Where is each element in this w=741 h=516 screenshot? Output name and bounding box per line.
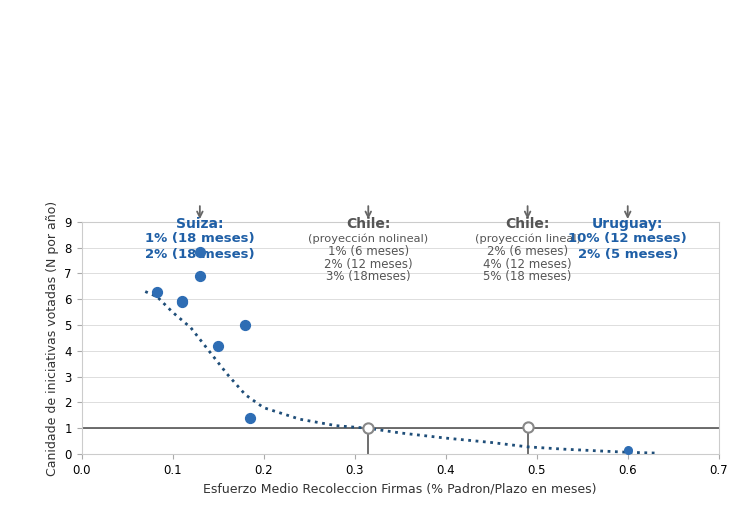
Text: 4% (12 meses): 4% (12 meses) (483, 257, 572, 271)
Point (176, 298, 187, 306)
Point (151, 287, 163, 296)
Point (362, 424, 374, 432)
Text: 1% (6 meses): 1% (6 meses) (328, 245, 409, 258)
Text: 2% (12 meses): 2% (12 meses) (324, 257, 413, 271)
Point (239, 321, 251, 329)
Text: 2% (18 meses): 2% (18 meses) (145, 248, 255, 262)
Text: 2% (5 meses): 2% (5 meses) (577, 248, 678, 262)
Text: 5% (18 meses): 5% (18 meses) (483, 270, 572, 283)
Point (522, 423, 534, 431)
Text: (proyección lineal): (proyección lineal) (475, 233, 580, 244)
Text: 1% (18 meses): 1% (18 meses) (145, 232, 255, 245)
Y-axis label: Canidade de iniciativas votadas (N por año): Canidade de iniciativas votadas (N por a… (46, 200, 59, 476)
Point (244, 414, 256, 422)
Point (622, 446, 634, 455)
Text: 10% (12 meses): 10% (12 meses) (568, 232, 687, 245)
X-axis label: Esfuerzo Medio Recoleccion Firmas (% Padron/Plazo en meses): Esfuerzo Medio Recoleccion Firmas (% Pad… (203, 482, 597, 495)
Text: Chile:: Chile: (505, 217, 550, 231)
Point (194, 248, 206, 256)
Text: Uruguay:: Uruguay: (592, 217, 663, 231)
Text: (proyección nolineal): (proyección nolineal) (308, 233, 428, 244)
Text: Chile:: Chile: (346, 217, 391, 231)
Point (212, 342, 224, 350)
Text: 3% (18meses): 3% (18meses) (326, 270, 411, 283)
Point (194, 272, 206, 280)
Text: 2% (6 meses): 2% (6 meses) (487, 245, 568, 258)
Text: Suiza:: Suiza: (176, 217, 224, 231)
Point (176, 297, 187, 305)
